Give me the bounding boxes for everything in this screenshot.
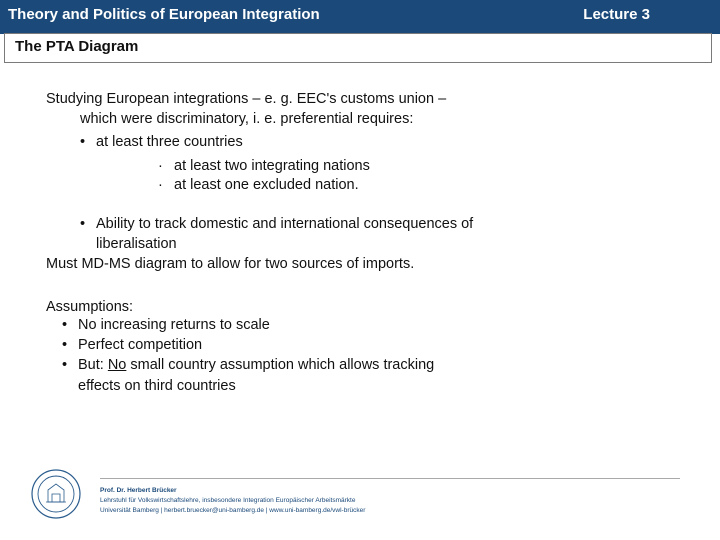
intro-paragraph: Studying European integrations – e. g. E… (46, 90, 686, 129)
assume3-prefix: But: (78, 357, 108, 373)
assumption-3: But: No small country assumption which a… (46, 355, 686, 396)
assumption-2: Perfect competition (46, 335, 686, 355)
assume3-mid: small country assumption which allows tr… (126, 357, 434, 373)
footer-line3: Universität Bamberg | herbert.bruecker@u… (100, 506, 365, 516)
bullet-three-countries: at least three countries (46, 133, 686, 153)
body-content: Studying European integrations – e. g. E… (46, 90, 686, 396)
lecture-label: Lecture 3 (583, 6, 650, 23)
spacer (46, 196, 686, 214)
svg-text:·: · (56, 475, 57, 479)
assume3-underlined: No (108, 357, 127, 373)
sub-bullet-two-integrating: at least two integrating nations (46, 157, 686, 177)
footer-rule (100, 478, 680, 479)
footer-line1: Prof. Dr. Herbert Brücker (100, 486, 365, 496)
assumption-1: No increasing returns to scale (46, 315, 686, 335)
bullet-ability-line1: Ability to track domestic and internatio… (96, 216, 473, 232)
intro-line1: Studying European integrations – e. g. E… (46, 91, 446, 107)
sub-bullet-one-excluded: at least one excluded nation. (46, 176, 686, 196)
bullet-ability-line2: liberalisation (96, 236, 177, 252)
sub-bullet-group: at least two integrating nations at leas… (46, 157, 686, 196)
slide: Theory and Politics of European Integrat… (0, 0, 720, 540)
intro-line2: which were discriminatory, i. e. prefere… (46, 110, 686, 130)
footer-text: Prof. Dr. Herbert Brücker Lehrstuhl für … (100, 486, 365, 515)
bullet-ability: Ability to track domestic and internatio… (46, 214, 686, 255)
university-seal-icon: · (30, 468, 82, 520)
assumptions-label: Assumptions: (46, 299, 686, 315)
footer-line2: Lehrstuhl für Volkswirtschaftslehre, ins… (100, 496, 365, 506)
assume3-line2: effects on third countries (78, 378, 236, 394)
mdms-line: Must MD-MS diagram to allow for two sour… (46, 254, 686, 274)
subtitle-text: The PTA Diagram (15, 38, 138, 55)
subtitle-box: The PTA Diagram (4, 33, 712, 63)
course-title: Theory and Politics of European Integrat… (8, 6, 320, 23)
